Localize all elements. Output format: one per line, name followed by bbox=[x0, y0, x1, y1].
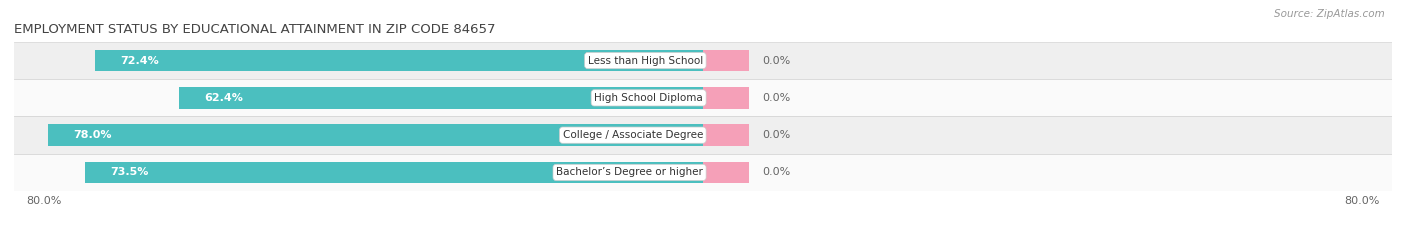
Text: 0.0%: 0.0% bbox=[762, 130, 790, 140]
Bar bbox=[703, 124, 749, 146]
Bar bbox=[703, 87, 749, 109]
Text: 80.0%: 80.0% bbox=[27, 195, 62, 206]
Bar bbox=[86, 162, 703, 183]
Bar bbox=[703, 50, 749, 71]
Bar bbox=[14, 116, 1392, 154]
Bar bbox=[48, 124, 703, 146]
Bar bbox=[14, 42, 1392, 79]
Text: 0.0%: 0.0% bbox=[762, 56, 790, 65]
Text: EMPLOYMENT STATUS BY EDUCATIONAL ATTAINMENT IN ZIP CODE 84657: EMPLOYMENT STATUS BY EDUCATIONAL ATTAINM… bbox=[14, 23, 495, 36]
Text: 73.5%: 73.5% bbox=[111, 168, 149, 177]
Text: 78.0%: 78.0% bbox=[73, 130, 111, 140]
Text: College / Associate Degree: College / Associate Degree bbox=[562, 130, 703, 140]
Bar bbox=[14, 154, 1392, 191]
Text: Less than High School: Less than High School bbox=[588, 56, 703, 65]
Text: High School Diploma: High School Diploma bbox=[595, 93, 703, 103]
Text: 80.0%: 80.0% bbox=[1344, 195, 1379, 206]
Bar bbox=[14, 79, 1392, 116]
Bar bbox=[703, 162, 749, 183]
Text: 72.4%: 72.4% bbox=[120, 56, 159, 65]
Text: Source: ZipAtlas.com: Source: ZipAtlas.com bbox=[1274, 9, 1385, 19]
Text: Bachelor’s Degree or higher: Bachelor’s Degree or higher bbox=[557, 168, 703, 177]
Bar bbox=[94, 50, 703, 71]
Text: 0.0%: 0.0% bbox=[762, 93, 790, 103]
Text: 62.4%: 62.4% bbox=[204, 93, 243, 103]
Text: 0.0%: 0.0% bbox=[762, 168, 790, 177]
Bar bbox=[179, 87, 703, 109]
